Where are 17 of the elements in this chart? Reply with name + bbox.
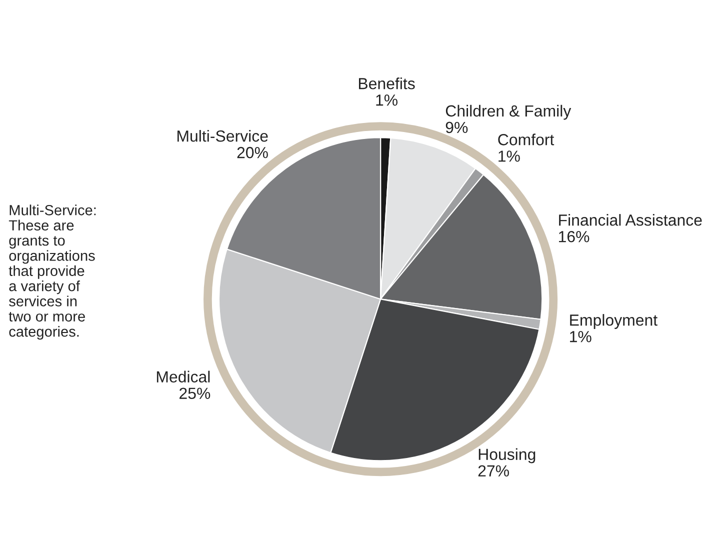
data-label: 25% — [180, 388, 210, 400]
data-label: 20% — [237, 146, 268, 158]
slice-label: Comfort — [498, 134, 554, 146]
text: Multi-Service: These are grants to organizations that provide a variety of services in two or more categories. — [8, 204, 96, 340]
slice-label: Medical — [156, 370, 210, 383]
slice-label: Multi-Service — [178, 130, 268, 142]
slice-label: Employment — [570, 314, 658, 329]
slice-label: Children & Family — [446, 104, 572, 120]
data-label: 27% — [478, 465, 509, 476]
slice-label: Financial Assistance — [559, 214, 702, 226]
slice-label: Benefits — [358, 78, 415, 90]
data-label: 16% — [559, 230, 590, 242]
data-label: 1% — [376, 94, 398, 106]
slice-label: Housing — [478, 448, 536, 464]
data-label: 1% — [498, 150, 520, 162]
data-label: 9% — [446, 122, 468, 134]
data-label: 1% — [570, 331, 592, 342]
